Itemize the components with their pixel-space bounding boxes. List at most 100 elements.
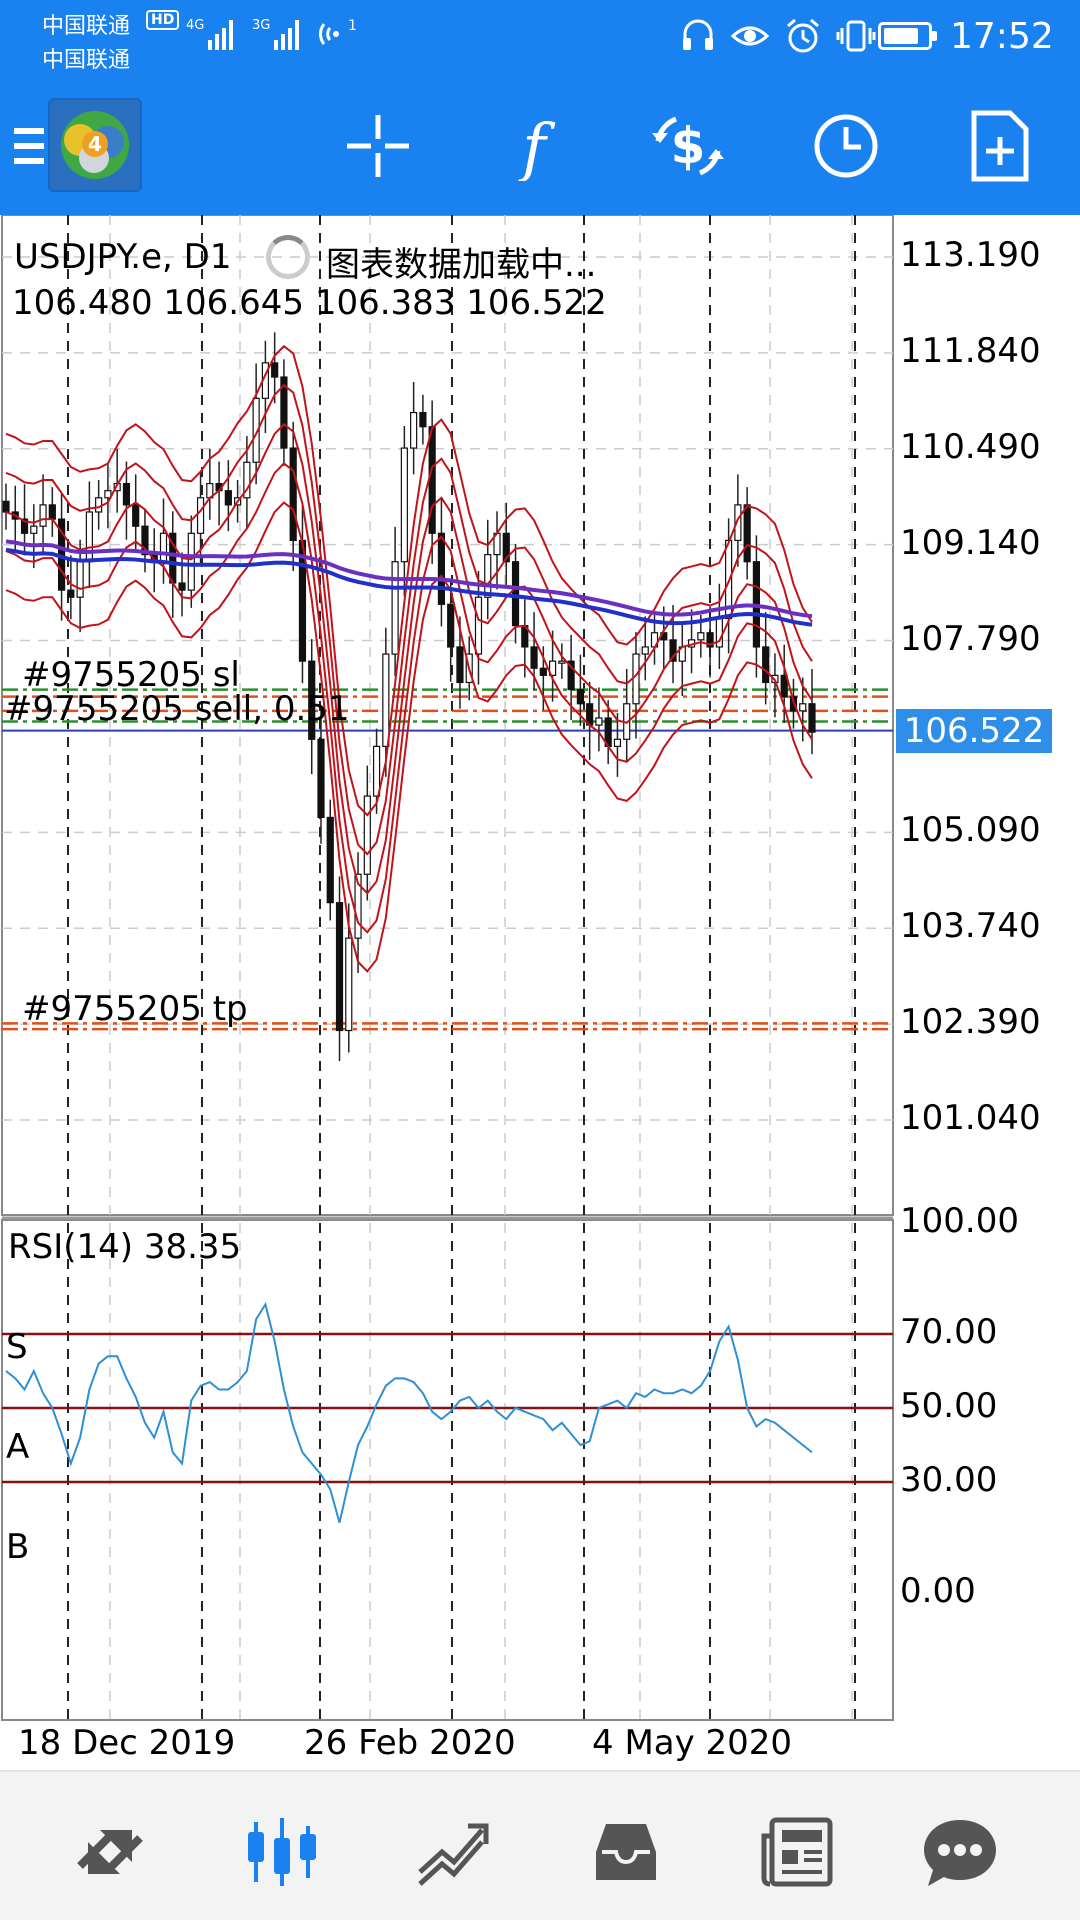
price-tick-label: 102.390 bbox=[900, 1002, 1041, 1043]
bottom-navigation bbox=[0, 1770, 1080, 1920]
rsi-level-label-a: A bbox=[6, 1427, 30, 1467]
indicators-icon[interactable]: f bbox=[486, 98, 582, 194]
candle-body bbox=[548, 660, 557, 676]
rsi-label: RSI(14) 38.35 bbox=[8, 1227, 242, 1267]
rsi-tick-label: 0.00 bbox=[900, 1571, 976, 1611]
candle-body bbox=[743, 504, 751, 563]
candle-body bbox=[808, 703, 816, 733]
sl-order-label: #9755205 sl bbox=[22, 655, 240, 695]
candle-body bbox=[178, 582, 186, 591]
price-tick-label: 101.040 bbox=[900, 1098, 1041, 1138]
candle-body bbox=[122, 482, 131, 506]
candle-body bbox=[85, 511, 93, 563]
chart-icon[interactable] bbox=[232, 1802, 332, 1902]
candle-body bbox=[67, 589, 75, 598]
moving-average-line bbox=[5, 539, 813, 619]
rsi-tick-label: 30.00 bbox=[900, 1460, 998, 1500]
candle-body bbox=[447, 603, 455, 648]
candle-body bbox=[762, 646, 770, 684]
candle-body bbox=[326, 816, 334, 904]
candle-body bbox=[539, 667, 547, 676]
loading-text: 图表数据加载中... bbox=[326, 245, 597, 285]
candle-body bbox=[419, 411, 427, 428]
candle-body bbox=[530, 646, 538, 669]
price-tick-label: 110.490 bbox=[900, 426, 1041, 467]
hd-badge: HD bbox=[146, 10, 180, 30]
price-chart[interactable] bbox=[0, 215, 1080, 1770]
rsi-tick-label: 50.00 bbox=[900, 1386, 998, 1426]
candle-body bbox=[484, 554, 492, 598]
status-bar: 中国联通 中国联通 HD 4G 3G 1 17:52 bbox=[0, 0, 1080, 80]
candle-body bbox=[613, 738, 622, 747]
candle-body bbox=[224, 490, 232, 506]
price-tick-label: 111.840 bbox=[900, 330, 1041, 371]
network-type-1: 4G bbox=[186, 18, 205, 33]
bid-price-badge: 106.522 bbox=[896, 709, 1052, 753]
candle-body bbox=[511, 561, 520, 627]
news-icon[interactable] bbox=[748, 1802, 848, 1902]
candle-body bbox=[354, 873, 362, 939]
candle-body bbox=[30, 525, 38, 534]
battery-icon bbox=[878, 22, 937, 50]
crosshair-icon[interactable] bbox=[330, 98, 426, 194]
loading-spinner-icon bbox=[266, 235, 310, 279]
signal-icon-2 bbox=[274, 20, 299, 50]
new-order-icon[interactable] bbox=[952, 98, 1048, 194]
price-tick-label: 109.140 bbox=[900, 522, 1041, 563]
candle-body bbox=[243, 461, 251, 499]
candle-body bbox=[595, 717, 603, 726]
timeframe-icon[interactable] bbox=[798, 98, 894, 194]
history-icon[interactable] bbox=[576, 1802, 676, 1902]
candle-body bbox=[95, 497, 103, 513]
trade-icon[interactable] bbox=[402, 1802, 502, 1902]
hotspot-icon: 1 bbox=[314, 14, 364, 61]
alarm-icon bbox=[787, 18, 819, 53]
candle-body bbox=[271, 362, 279, 378]
price-pane-border bbox=[1, 215, 894, 1216]
candle-body bbox=[799, 703, 807, 712]
candle-body bbox=[335, 902, 344, 1032]
svg-text:$: $ bbox=[671, 117, 706, 175]
svg-text:4: 4 bbox=[88, 132, 102, 156]
network-type-2: 3G bbox=[252, 18, 271, 33]
svg-text:f: f bbox=[518, 111, 556, 181]
candle-body bbox=[76, 561, 84, 598]
price-tick-label: 107.790 bbox=[900, 618, 1041, 659]
rsi-level-label-b: B bbox=[6, 1527, 30, 1567]
candle-body bbox=[641, 646, 649, 655]
candle-body bbox=[104, 490, 112, 499]
chart-grid bbox=[1, 215, 894, 1721]
moving-average-line bbox=[5, 547, 813, 627]
candle-body bbox=[632, 653, 640, 705]
price-tick-label: 105.090 bbox=[900, 810, 1041, 851]
candle-body bbox=[20, 518, 29, 534]
candle-body bbox=[558, 660, 566, 664]
vibrate-icon bbox=[836, 20, 876, 52]
svg-text:1: 1 bbox=[348, 18, 357, 34]
date-tick-1: 18 Dec 2019 bbox=[18, 1723, 236, 1763]
date-tick-3: 4 May 2020 bbox=[592, 1723, 793, 1763]
ohlc-values: 106.480 106.645 106.383 106.522 bbox=[12, 283, 607, 323]
metatrader-logo[interactable]: 4 bbox=[48, 98, 142, 192]
rsi-tick-label: 100.00 bbox=[900, 1201, 1019, 1241]
candle-body bbox=[474, 596, 483, 655]
status-time: 17:52 bbox=[950, 16, 1054, 57]
candle-body bbox=[2, 500, 10, 513]
envelope-band-line bbox=[5, 423, 813, 895]
rsi-indicator bbox=[2, 1301, 893, 1523]
candle-body bbox=[410, 411, 418, 449]
currency-cycle-icon[interactable]: $ bbox=[640, 98, 736, 194]
candle-body bbox=[141, 525, 149, 556]
tp-order-label: #9755205 tp bbox=[22, 989, 248, 1029]
candle-body bbox=[308, 660, 316, 740]
candle-body bbox=[187, 532, 195, 591]
chat-icon[interactable] bbox=[910, 1802, 1010, 1902]
quotes-icon[interactable] bbox=[60, 1802, 160, 1902]
carrier-name-1: 中国联通 bbox=[42, 14, 131, 39]
symbol-timeframe-label: USDJPY.e, D1 bbox=[14, 237, 232, 277]
chart-area[interactable]: USDJPY.e, D1 图表数据加载中... 106.480 106.645 … bbox=[0, 215, 1080, 1770]
candle-body bbox=[196, 497, 205, 534]
price-tick-label: 103.740 bbox=[900, 906, 1041, 947]
envelope-band-line bbox=[5, 344, 813, 817]
menu-icon[interactable] bbox=[0, 98, 66, 194]
